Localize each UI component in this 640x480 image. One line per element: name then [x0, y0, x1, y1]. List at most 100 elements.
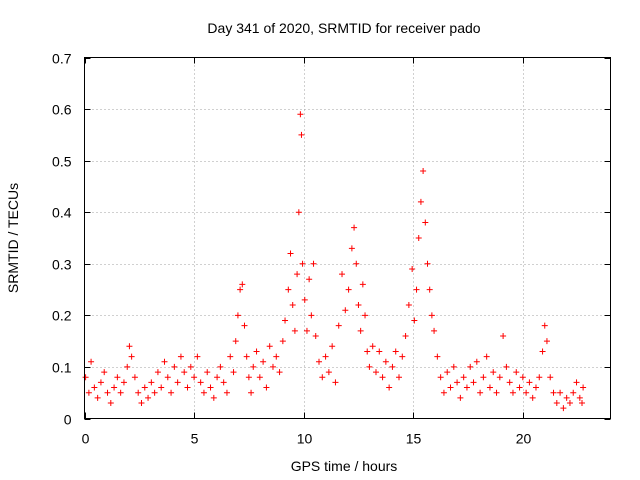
data-point [536, 374, 543, 381]
data-point [440, 389, 447, 396]
data-point [239, 281, 246, 288]
data-point [260, 358, 267, 365]
data-point [454, 379, 461, 386]
y-tick-label: 0.1 [52, 360, 72, 376]
data-point [181, 369, 188, 376]
data-point [250, 363, 257, 370]
grid-lines [84, 57, 611, 420]
data-point [191, 374, 198, 381]
data-point [322, 353, 329, 360]
data-point [529, 394, 536, 401]
data-point [111, 384, 118, 391]
data-point [503, 363, 510, 370]
data-point [437, 374, 444, 381]
x-tick-label: 0 [82, 431, 90, 447]
data-point [294, 271, 301, 278]
data-point [253, 348, 260, 355]
data-point [392, 348, 399, 355]
data-point [263, 384, 270, 391]
data-point [200, 389, 207, 396]
data-point [417, 198, 424, 205]
data-point [457, 394, 464, 401]
data-point [389, 363, 396, 370]
data-point [348, 245, 355, 252]
data-point [237, 286, 244, 293]
data-point [124, 363, 131, 370]
data-point [357, 327, 364, 334]
data-point [319, 374, 326, 381]
data-point [490, 369, 497, 376]
data-point [248, 389, 255, 396]
data-point [82, 374, 89, 381]
x-tick-label: 5 [191, 431, 199, 447]
data-point [355, 302, 362, 309]
data-point [94, 394, 101, 401]
data-point [148, 379, 155, 386]
data-point [557, 389, 564, 396]
data-point [405, 302, 412, 309]
data-point [214, 374, 221, 381]
data-point [463, 384, 470, 391]
data-point [351, 224, 358, 231]
data-point [297, 111, 304, 118]
data-point [519, 374, 526, 381]
data-point [329, 343, 336, 350]
y-tick-label: 0.4 [52, 205, 72, 221]
x-tick-label: 15 [406, 431, 422, 447]
y-axis-label: SRMTID / TECUs [5, 183, 21, 293]
data-point [342, 307, 349, 314]
data-point [138, 400, 145, 407]
data-point [364, 348, 371, 355]
data-point [325, 369, 332, 376]
chart-title: Day 341 of 2020, SRMTID for receiver pad… [207, 20, 480, 36]
data-point [563, 394, 570, 401]
data-point [428, 312, 435, 319]
data-point [376, 348, 383, 355]
data-point [241, 322, 248, 329]
data-point [291, 327, 298, 334]
data-point [470, 379, 477, 386]
data-point [420, 167, 427, 174]
data-point [332, 379, 339, 386]
data-point [576, 394, 583, 401]
data-point [269, 363, 276, 370]
data-point [386, 384, 393, 391]
x-axis-label: GPS time / hours [291, 458, 398, 474]
data-point [579, 400, 586, 407]
data-point [362, 312, 369, 319]
data-point [154, 369, 161, 376]
data-point [513, 369, 520, 376]
data-point [353, 260, 360, 267]
data-point [303, 327, 310, 334]
data-point [91, 384, 98, 391]
data-point [273, 353, 280, 360]
data-point [560, 405, 567, 412]
data-point [509, 389, 516, 396]
data-point [301, 296, 308, 303]
y-tick-labels: 0 0.1 0.2 0.3 0.4 0.5 0.6 0.7 [52, 51, 72, 428]
data-point [316, 358, 323, 365]
data-point [379, 374, 386, 381]
data-point [128, 353, 135, 360]
data-point [158, 384, 165, 391]
data-point [411, 317, 418, 324]
data-point [285, 286, 292, 293]
data-point [372, 369, 379, 376]
data-point [289, 302, 296, 309]
data-point [382, 358, 389, 365]
data-point [171, 363, 178, 370]
data-point [204, 369, 211, 376]
data-point [88, 358, 95, 365]
data-point [396, 374, 403, 381]
data-point [566, 400, 573, 407]
data-point [550, 389, 557, 396]
data-point [493, 389, 500, 396]
data-point [164, 374, 171, 381]
data-point [217, 363, 224, 370]
data-point [234, 312, 241, 319]
data-point [486, 384, 493, 391]
data-point [500, 332, 507, 339]
data-point [151, 389, 158, 396]
data-point [506, 379, 513, 386]
data-point [402, 332, 409, 339]
